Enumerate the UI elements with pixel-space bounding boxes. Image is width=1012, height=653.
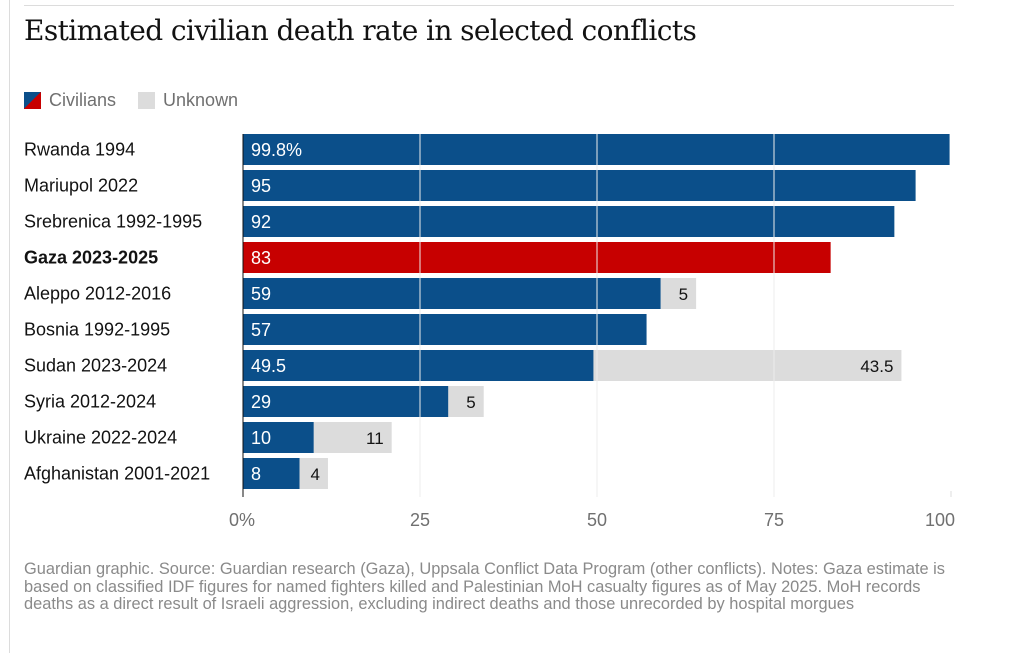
legend-item-unknown: Unknown: [138, 90, 238, 111]
bar-civilians: [243, 314, 647, 345]
value-label-civilians: 29: [251, 392, 271, 412]
category-label: Srebrenica 1992-1995: [24, 212, 202, 232]
value-label-civilians: 92: [251, 212, 271, 232]
value-label-civilians: 59: [251, 284, 271, 304]
value-label-civilians: 8: [251, 464, 261, 484]
bar-civilians: [243, 242, 831, 273]
value-label-unknown: 11: [366, 429, 384, 448]
category-label: Sudan 2023-2024: [24, 356, 167, 376]
bar-civilians: [243, 350, 594, 381]
category-label: Gaza 2023-2025: [24, 248, 158, 268]
category-label: Aleppo 2012-2016: [24, 284, 171, 304]
legend-swatch-unknown: [138, 91, 156, 109]
bar-civilians: [243, 134, 950, 165]
category-label: Ukraine 2022-2024: [24, 428, 177, 448]
footnote: Guardian graphic. Source: Guardian resea…: [24, 560, 946, 613]
bar-unknown: [593, 350, 902, 381]
bar-civilians: [243, 206, 895, 237]
bar-unknown: [313, 422, 392, 453]
bar-unknown: [660, 278, 697, 309]
bar-chart: Rwanda 1994 Mariupol 2022 Srebrenica 1992-…: [24, 134, 955, 530]
x-tick-label: 75: [764, 510, 784, 530]
value-label-unknown: 4: [310, 465, 319, 484]
top-rule: [24, 5, 954, 6]
bar-civilians: [243, 458, 300, 489]
value-label-civilians: 83: [251, 248, 271, 268]
value-label-civilians: 10: [251, 428, 271, 448]
value-label-civilians: 49.5: [251, 356, 286, 376]
value-label-civilians: 95: [251, 176, 271, 196]
legend-swatch-civilians: [24, 91, 41, 109]
x-tick-label: 50: [587, 510, 607, 530]
left-rule: [9, 0, 10, 653]
value-label-unknown: 43.5: [860, 357, 893, 376]
category-label: Rwanda 1994: [24, 140, 135, 160]
category-label: Syria 2012-2024: [24, 392, 156, 412]
x-tick-label: 100: [925, 510, 955, 530]
value-label-unknown: 5: [466, 393, 475, 412]
bar-civilians: [243, 422, 314, 453]
chart-title: Estimated civilian death rate in selecte…: [24, 14, 697, 47]
x-tick-label: 25: [410, 510, 430, 530]
category-label: Mariupol 2022: [24, 176, 138, 196]
category-label: Bosnia 1992-1995: [24, 320, 170, 340]
bar-civilians: [243, 278, 661, 309]
value-label-civilians: 99.8%: [251, 140, 302, 160]
bar-unknown: [448, 386, 484, 417]
value-label-unknown: 5: [679, 285, 688, 304]
value-label-civilians: 57: [251, 320, 271, 340]
bar-civilians: [243, 386, 449, 417]
legend: Civilians Unknown: [24, 89, 260, 111]
x-tick-label: 0%: [229, 510, 255, 530]
legend-label-unknown: Unknown: [163, 89, 239, 110]
bar-civilians: [243, 170, 916, 201]
legend-item-civilians: Civilians: [24, 90, 116, 111]
bar-unknown: [299, 458, 328, 489]
category-label: Afghanistan 2001-2021: [24, 464, 210, 484]
legend-label-civilians: Civilians: [49, 89, 117, 110]
